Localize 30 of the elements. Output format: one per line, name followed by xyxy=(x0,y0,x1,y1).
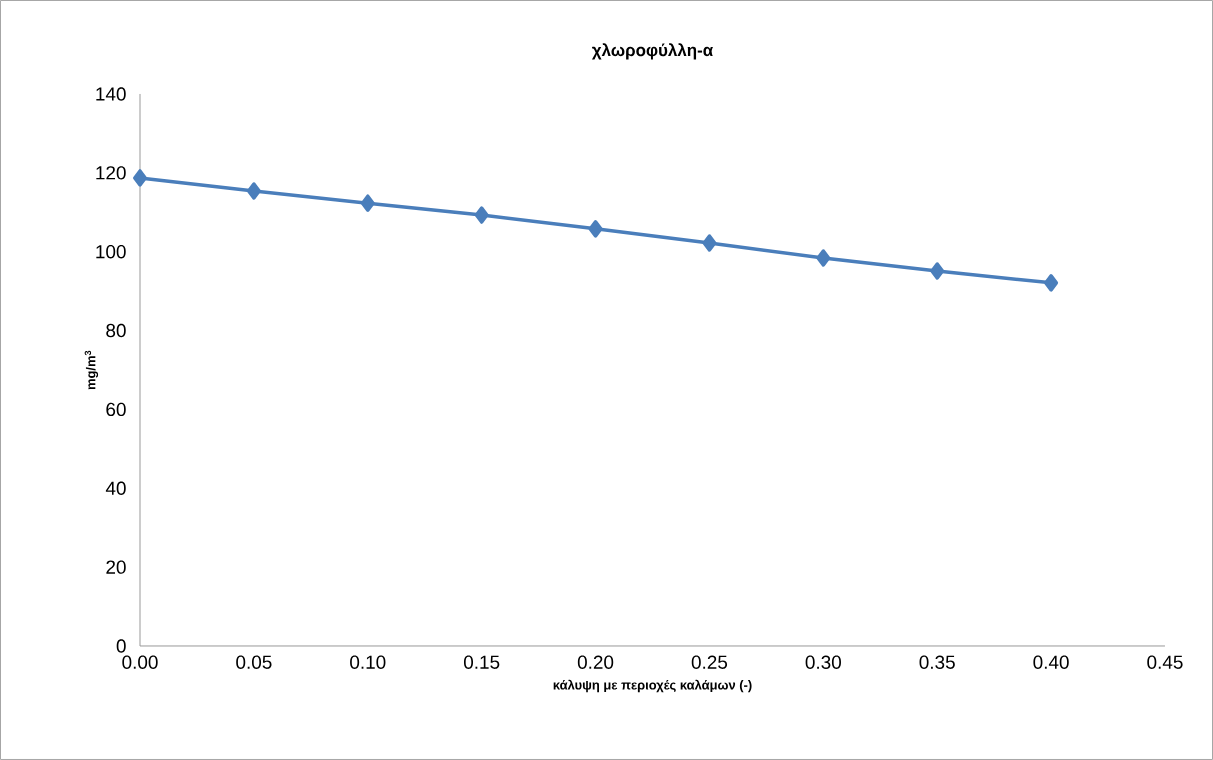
x-tick-label: 0.20 xyxy=(577,655,614,669)
point xyxy=(246,182,261,200)
y-tick-label: 100 xyxy=(96,244,126,259)
point xyxy=(360,194,375,212)
y-tick-label: 140 xyxy=(96,87,126,101)
point xyxy=(133,169,148,187)
y-axis-title: mg/m$^{3}$ xyxy=(84,350,99,390)
y-tick-label: 20 xyxy=(106,560,126,574)
x-tick-label: 0.15 xyxy=(463,655,500,669)
y-tick-label: 80 xyxy=(106,323,126,338)
chart-title: χλωροφύλλη-α xyxy=(591,43,713,60)
y-tick-label: 0 xyxy=(116,639,126,653)
point xyxy=(702,234,717,252)
point xyxy=(474,206,489,224)
x-tick-label: 0.35 xyxy=(919,655,955,669)
x-tick-label: 0.10 xyxy=(350,655,386,669)
x-tick-label: 0.30 xyxy=(805,655,841,669)
x-tick-label: 0.25 xyxy=(691,655,728,669)
point xyxy=(1044,274,1059,292)
point xyxy=(588,220,603,238)
x-tick-label: 0.45 xyxy=(1147,655,1183,669)
x-tick-label: 0.00 xyxy=(122,655,158,669)
y-tick-label: 120 xyxy=(96,166,126,180)
x-tick-label: 0.40 xyxy=(1033,655,1069,669)
point xyxy=(816,249,831,267)
x-axis-title: κάλυψη με περιοχές καλάμων (-) xyxy=(553,679,752,693)
point xyxy=(930,262,945,280)
y-tick-label: 60 xyxy=(106,402,126,417)
y-tick-label: 40 xyxy=(105,481,126,495)
x-tick-label: 0.05 xyxy=(236,655,272,669)
